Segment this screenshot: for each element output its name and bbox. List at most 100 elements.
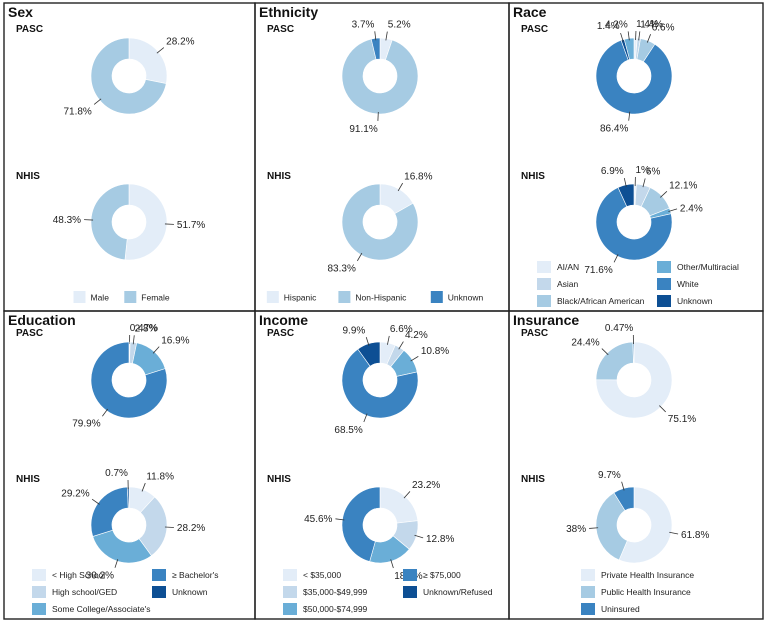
panel-race-legend: AI/AN Asian Black/African American Other/Mu… [537,261,739,307]
panel-income-pasc-slice-unknown-refused-leader [365,337,370,346]
panel-income-legend-75-000-swatch [403,569,417,581]
panel-income-pasc-slice-75-000 [341,348,419,419]
panel-ethnicity-nhis-row-label: NHIS [267,171,291,182]
panel-insurance-pasc-slice-private-health-insurance [595,341,673,419]
panel-race-pasc-slice-white-label: 86.4% [600,124,628,135]
panel-sex-legend-female-swatch [124,291,137,303]
panel-education-legend-some-college-associate-s-swatch [32,603,46,615]
panel-income-legend: < $35,000 $35,000-$49,999 $50,000-$74,999 ≥… [283,569,493,615]
panel-ethnicity-pasc-donut: 5.2% 91.1% 3.7% [341,19,419,135]
panel-income-nhis-slice-75-000-leader [335,518,345,521]
panel-insurance-nhis-slice-uninsured-label: 9.7% [598,470,621,481]
panel-sex-pasc-slice-male-leader [156,47,165,54]
panel-insurance-legend-private-health-insurance-swatch [581,569,595,581]
panel-race-legend-other-multiracial-label: Other/Multiracial [677,262,739,272]
panel-income-pasc-slice-50-000-74-999-label: 10.8% [421,346,449,357]
panel-race-nhis-slice-black-african-american-leader [660,191,668,198]
panel-race-pasc-slice-unknown-leader [620,32,624,42]
panel-insurance-nhis-donut: 61.8% 38% 9.7% [566,470,709,564]
panel-education-nhis-slice-some-college-associate-s-leader [114,559,119,568]
panel-ethnicity-nhis-slice-hispanic-leader [397,182,403,192]
panel-education-pasc-slice-bachelor-s-leader [102,408,109,417]
panel-ethnicity: Ethnicity PASC 5.2% 91.1% 3.7% NHIS 16.8% 83.3%… [254,2,510,312]
panel-education-legend-some-college-associate-s-label: Some College/Associate's [52,604,150,614]
panel-ethnicity-pasc-slice-non-hispanic-label: 91.1% [349,124,377,135]
panel-ethnicity-pasc-slice-non-hispanic [341,38,419,115]
panel-ethnicity-legend: Hispanic Non-Hispanic Unknown [266,291,484,303]
panel-race-legend-asian-label: Asian [557,279,579,289]
panel-sex-nhis-row-label: NHIS [16,171,40,182]
panel-education-legend-high-school-ged-label: High school/GED [52,587,117,597]
panel-education-legend-bachelor-s-label: ≥ Bachelor's [172,570,218,580]
panel-sex-legend-male-label: Male [91,293,110,303]
panel-sex-pasc-slice-female-leader [93,98,102,105]
panel-income-legend-75-000-label: ≥ $75,000 [423,570,461,580]
panel-race-nhis-slice-white-label: 71.6% [584,265,612,276]
panel-education-pasc-slice-bachelor-s-label: 79.9% [72,419,100,430]
panel-income-legend-50-000-74-999-swatch [283,603,297,615]
panel-insurance-pasc-donut: 75.1% 24.4% 0.47% [571,323,696,425]
panel-insurance-pasc-row-label: PASC [521,328,548,339]
panel-race-pasc-row-label: PASC [521,24,548,35]
panel-income-nhis-slice-35-000-label: 23.2% [412,480,440,491]
panel-education-legend-bachelor-s-swatch [152,569,166,581]
panel-education-nhis-slice-some-college-associate-s-label: 30.2% [86,571,114,582]
panel-income-pasc-slice-50-000-74-999-leader [410,356,419,362]
panel-sex-nhis-donut: 51.7% 48.3% [53,183,205,261]
panel-race-legend-other-multiracial-swatch [657,261,671,273]
panel-education-nhis-donut: 11.8% 28.2% 30.2% 29.2% 0.7% [61,468,205,582]
panel-income-nhis-slice-35-000-49-999-label: 12.8% [426,534,454,545]
panel-race-title: Race [513,4,547,20]
panel-education-pasc-slice-high-school-label: 0.47% [130,323,158,334]
panel-race-nhis-slice-unknown-label: 6.9% [601,166,624,177]
panel-education-legend-unknown-swatch [152,586,166,598]
panel-education-nhis-slice-some-college-associate-s [92,529,152,564]
panel-income-legend-35-000-swatch [283,569,297,581]
panel-ethnicity-pasc-slice-unknown-leader [374,31,377,41]
panel-race-legend-ai-an-swatch [537,261,551,273]
panel-sex-legend-female-label: Female [141,293,170,303]
panel-race-nhis-slice-asian-leader [642,178,646,188]
panel-race-nhis-donut: 1%6% 12.1% 2.4% 71.6% 6.9% [584,165,702,276]
panel-ethnicity-nhis-slice-non-hispanic-leader [357,252,363,262]
panel-ethnicity-legend-hispanic-swatch [266,291,279,303]
panel-income-nhis-donut: 23.2%12.8%18.4%45.6% [304,480,454,582]
panel-race-pasc-slice-other-multiracial [623,37,635,60]
panel-race-nhis-slice-white-leader [613,254,619,263]
panel-insurance-nhis-slice-private-health-insurance-label: 61.8% [681,530,709,541]
panel-ethnicity-pasc-row-label: PASC [267,24,294,35]
panel-ethnicity-legend-unknown-swatch [430,291,443,303]
panel-race-pasc-slice-other-multiracial-label: 4.2% [605,19,628,30]
panel-ethnicity-nhis-slice-non-hispanic [341,183,419,261]
panel-education-nhis-slice-bachelor-s [90,486,129,537]
panel-ethnicity-pasc-slice-unknown [370,37,381,60]
panel-race-nhis-slice-other-multiracial-label: 2.4% [680,204,703,215]
panel-education-nhis-row-label: NHIS [16,474,40,485]
panel-insurance-nhis-slice-private-health-insurance-leader [669,531,679,535]
panel-income-nhis-slice-75-000-label: 45.6% [304,514,332,525]
panel-sex-pasc-slice-male [128,37,168,84]
panel-income-nhis-slice-35-000-49-999-leader [414,534,424,539]
panel-education-pasc-row-label: PASC [16,328,43,339]
panel-sex-title: Sex [8,4,33,20]
panel-insurance-nhis-row-label: NHIS [521,474,545,485]
panel-education-legend: < High School High school/GED Some College… [32,569,218,615]
panel-race-legend-white-label: White [677,279,699,289]
panel-insurance-pasc-slice-public-health-insurance [595,341,634,381]
panel-ethnicity-legend-unknown-label: Unknown [448,293,484,303]
panel-race-pasc-slice-black-african-american-label: 6.6% [652,22,675,33]
panel-insurance-nhis-slice-public-health-insurance-leader [589,527,599,529]
panel-ethnicity-nhis-slice-hispanic-label: 16.8% [404,172,432,183]
panel-ethnicity-legend-non-hispanic-label: Non-Hispanic [355,293,407,303]
panel-income-pasc-slice-unknown-refused-label: 9.9% [343,325,366,336]
panel-race-legend-unknown-swatch [657,295,671,307]
panel-insurance-pasc-slice-private-health-insurance-leader [659,405,666,413]
panel-sex-pasc-donut: 28.2% 71.8% [63,37,194,118]
panel-ethnicity-nhis-slice-non-hispanic-label: 83.3% [327,263,355,274]
panel-education-legend-high-school-ged-swatch [32,586,46,598]
panel-insurance-nhis-slice-private-health-insurance [618,486,673,564]
